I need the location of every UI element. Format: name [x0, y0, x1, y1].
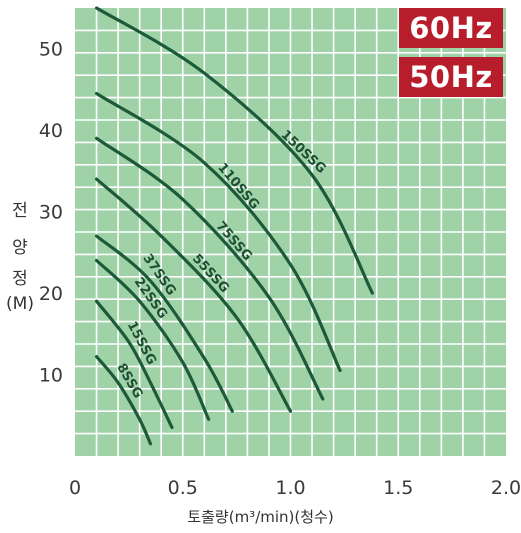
curve-75ssg: [94, 136, 325, 401]
ylabel-unit: (M): [6, 294, 34, 314]
curve-22ssg: [94, 258, 211, 421]
curve-150ssg: [94, 6, 374, 295]
x-tick-label: 1.0: [275, 477, 305, 499]
badge-60hz: 60Hz: [399, 8, 503, 48]
badge-50hz: 50Hz: [399, 57, 503, 97]
x-tick-label: 0: [69, 477, 81, 499]
y-tick-label: 10: [39, 365, 63, 387]
ticks: 0 0.5 1.0 1.5 2.0 10 20 30 40 50: [39, 39, 521, 499]
y-tick-label: 30: [39, 202, 63, 224]
y-tick-label: 20: [39, 283, 63, 305]
x-tick-label: 2.0: [491, 477, 521, 499]
y-tick-label: 50: [39, 39, 63, 61]
curve-55ssg: [94, 177, 293, 413]
x-tick-label: 0.5: [168, 477, 198, 499]
y-tick-label: 40: [39, 120, 63, 142]
curve-8ssg: [94, 355, 153, 446]
x-axis-label: 토출량(m³/min)(청수): [187, 508, 334, 526]
curve-15ssg: [94, 299, 174, 430]
ylabel-char-3: 정: [12, 269, 28, 289]
grid: [75, 8, 506, 456]
ylabel-char-1: 전: [12, 201, 28, 221]
ylabel-char-2: 양: [12, 238, 28, 258]
curve-110ssg: [94, 91, 342, 373]
x-tick-label: 1.5: [383, 477, 413, 499]
curve-37ssg: [94, 234, 234, 413]
